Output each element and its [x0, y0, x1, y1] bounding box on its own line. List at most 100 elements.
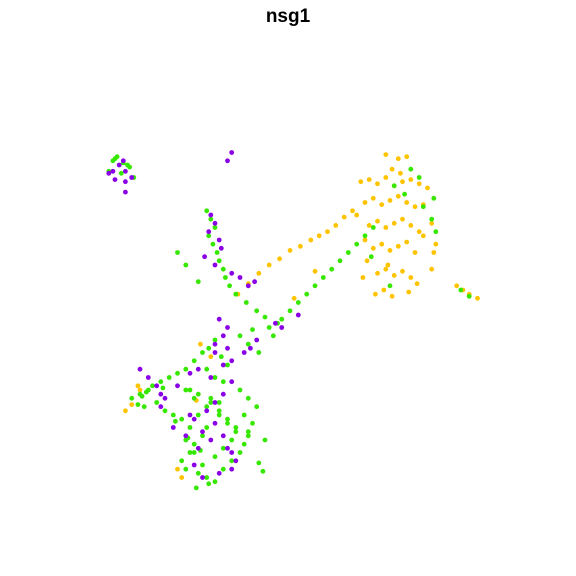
- data-point: [237, 333, 243, 339]
- data-point: [250, 420, 255, 426]
- data-point: [129, 395, 135, 401]
- data-point: [200, 429, 205, 435]
- data-point: [154, 383, 160, 389]
- data-point: [158, 404, 164, 410]
- data-point: [277, 256, 282, 262]
- data-point: [254, 404, 260, 410]
- data-point: [279, 325, 285, 330]
- data-point: [358, 179, 364, 185]
- data-point: [383, 152, 389, 158]
- data-point: [229, 450, 235, 455]
- data-point: [412, 204, 418, 210]
- data-point: [291, 295, 297, 301]
- data-point: [195, 366, 201, 372]
- data-point: [245, 433, 251, 439]
- data-point: [229, 437, 235, 443]
- data-point: [375, 270, 380, 276]
- data-point: [218, 245, 224, 251]
- data-point: [414, 281, 420, 287]
- data-point: [212, 454, 218, 460]
- data-point: [110, 168, 116, 174]
- data-point: [262, 437, 268, 443]
- data-point: [295, 312, 301, 318]
- data-point: [375, 218, 380, 224]
- data-point: [270, 333, 276, 339]
- data-point: [225, 416, 230, 422]
- data-point: [162, 395, 168, 401]
- data-point: [218, 354, 224, 360]
- data-point: [416, 229, 422, 235]
- data-point: [416, 181, 422, 187]
- data-point: [191, 358, 197, 364]
- data-point: [227, 283, 233, 289]
- data-point: [141, 404, 147, 410]
- data-point: [212, 262, 218, 268]
- data-point: [183, 366, 189, 372]
- data-point: [170, 412, 176, 418]
- data-point: [195, 445, 201, 451]
- data-point: [241, 441, 247, 447]
- data-point: [225, 345, 230, 351]
- data-point: [118, 170, 124, 176]
- data-point: [214, 250, 220, 255]
- data-point: [208, 375, 214, 380]
- data-point: [220, 362, 226, 368]
- data-point: [212, 400, 218, 405]
- data-point: [389, 166, 395, 172]
- data-point: [173, 418, 178, 424]
- data-point: [195, 470, 201, 476]
- data-point: [395, 193, 401, 199]
- data-point: [187, 450, 193, 455]
- data-point: [116, 162, 122, 168]
- data-point: [362, 237, 368, 243]
- data-point: [225, 362, 230, 368]
- data-point: [233, 429, 239, 435]
- data-point: [260, 468, 266, 474]
- data-point: [208, 400, 214, 405]
- data-point: [237, 275, 243, 280]
- data-point: [212, 420, 218, 426]
- data-point: [345, 250, 351, 255]
- data-point: [420, 204, 426, 210]
- data-point: [395, 156, 401, 162]
- data-point: [400, 268, 405, 274]
- data-point: [175, 250, 180, 255]
- data-point: [220, 333, 226, 339]
- data-point: [225, 158, 230, 164]
- data-point: [158, 379, 164, 385]
- data-point: [254, 337, 260, 343]
- data-point: [212, 341, 218, 347]
- data-point: [129, 175, 135, 180]
- data-point: [360, 275, 366, 280]
- data-point: [135, 383, 141, 389]
- data-point: [195, 391, 201, 397]
- data-point: [220, 391, 226, 397]
- data-point: [408, 177, 414, 183]
- data-point: [395, 243, 401, 249]
- data-point: [212, 375, 218, 380]
- data-point: [412, 250, 418, 255]
- data-point: [233, 425, 239, 430]
- data-point: [402, 191, 407, 197]
- data-point: [370, 245, 376, 251]
- data-point: [183, 433, 189, 439]
- data-point: [383, 175, 389, 180]
- data-point: [237, 450, 243, 455]
- data-point: [229, 458, 235, 464]
- data-point: [366, 223, 372, 228]
- data-point: [212, 479, 218, 485]
- data-point: [404, 200, 410, 205]
- data-point: [404, 154, 410, 160]
- data-point: [212, 337, 218, 343]
- data-point: [373, 291, 378, 297]
- data-point: [143, 389, 149, 395]
- data-point: [350, 208, 355, 214]
- data-point: [241, 350, 247, 355]
- data-point: [166, 375, 172, 380]
- data-point: [216, 316, 222, 322]
- data-point: [162, 408, 168, 414]
- data-point: [375, 181, 380, 187]
- data-point: [191, 416, 197, 422]
- data-point: [325, 229, 330, 235]
- data-point: [158, 391, 164, 397]
